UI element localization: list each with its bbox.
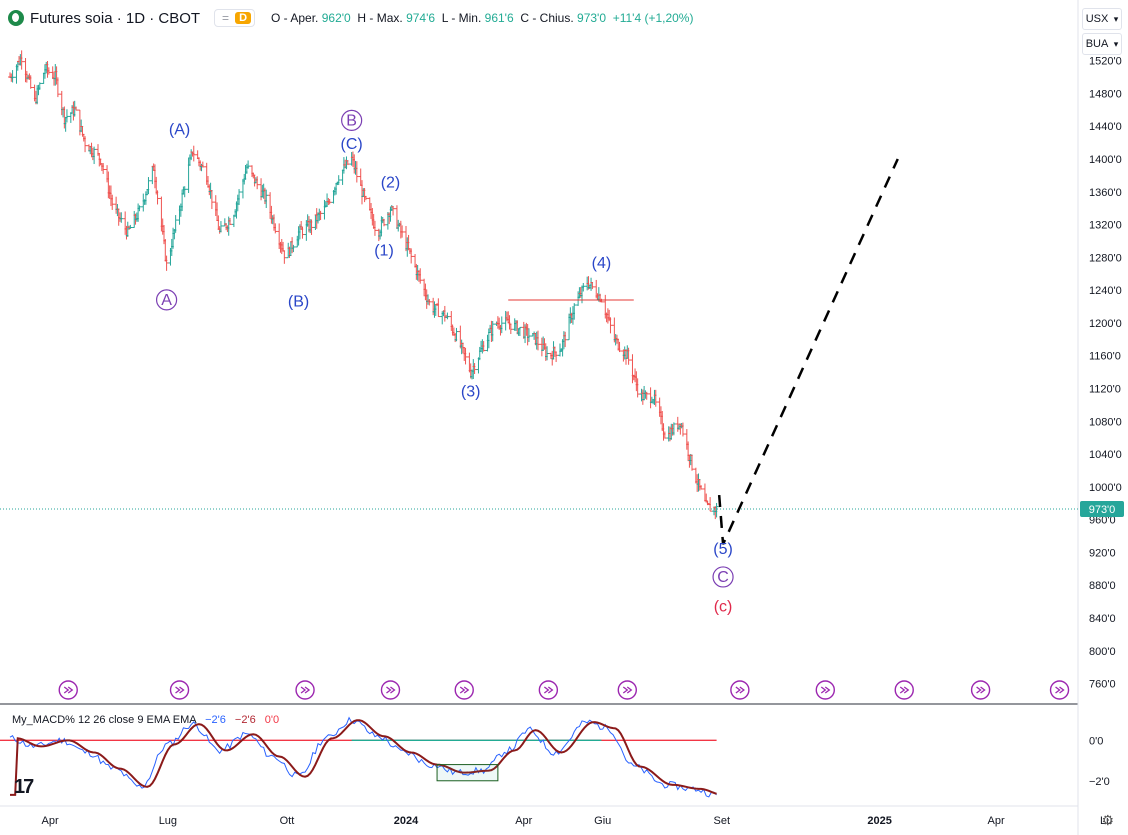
- wave-label[interactable]: (4): [592, 255, 612, 272]
- price-tick-label: 1000'0: [1089, 482, 1122, 494]
- close-value: 973'0: [577, 11, 607, 25]
- time-tick-label: Lu: [1100, 815, 1112, 827]
- wave-label-circle: [341, 109, 363, 131]
- gear-icon[interactable]: ⚙: [1101, 812, 1114, 828]
- price-tick-label: 1240'0: [1089, 285, 1122, 297]
- unit-label: BUA: [1085, 38, 1109, 50]
- ohlc-readout: O - Aper. 962'0 H - Max. 974'6 L - Min. …: [271, 11, 693, 25]
- macd-tick-label: −2'0: [1089, 776, 1110, 788]
- price-tick-label: 1200'0: [1089, 318, 1122, 330]
- fast-forward-icon: [735, 686, 745, 694]
- wave-label[interactable]: C: [717, 569, 729, 586]
- currency-button[interactable]: USX ▾: [1082, 8, 1122, 30]
- time-tick-label: 2024: [394, 815, 419, 827]
- fast-forward-icon: [899, 686, 910, 694]
- projection-path[interactable]: [717, 158, 899, 545]
- wave-label[interactable]: (c): [714, 598, 733, 615]
- ohlc-bars[interactable]: [8, 50, 719, 520]
- price-tick-label: 1120'0: [1089, 383, 1121, 395]
- time-tick-label: 2025: [867, 815, 891, 827]
- macd-value: −2'6: [205, 714, 226, 726]
- time-tick-label: Apr: [42, 815, 59, 827]
- wave-label[interactable]: (5): [713, 541, 733, 558]
- fast-forward-icon: [1055, 686, 1065, 694]
- change-value: +11'4 (+1,20%): [612, 11, 694, 25]
- signal-line: [10, 719, 717, 796]
- high-value: 974'6: [406, 11, 436, 25]
- macd-tick-label: 0'0: [1089, 735, 1103, 747]
- fast-forward-icon: [820, 686, 831, 694]
- fast-forward-icon: [300, 686, 311, 694]
- low-value: 961'6: [484, 11, 514, 25]
- fast-forward-icon: [459, 686, 470, 694]
- time-tick-label: Apr: [988, 815, 1005, 827]
- price-tick-label: 1440'0: [1089, 121, 1122, 133]
- macd-name: My_MACD%: [12, 714, 75, 726]
- price-tick-label: 1040'0: [1089, 449, 1122, 461]
- price-tick-label: 960'0: [1089, 515, 1116, 527]
- fast-forward-icon: [543, 686, 554, 694]
- fast-forward-icon: [622, 686, 633, 694]
- macd-legend[interactable]: My_MACD% 12 26 close 9 EMA EMA −2'6 −2'6…: [12, 714, 279, 726]
- low-label: L - Min.: [441, 11, 482, 25]
- price-tick-label: 800'0: [1089, 646, 1116, 658]
- price-tick-label: 1280'0: [1089, 252, 1122, 264]
- wave-label[interactable]: A: [161, 292, 172, 309]
- wave-label[interactable]: (2): [381, 175, 401, 192]
- soybean-logo-icon: [8, 10, 24, 26]
- open-value: 962'0: [321, 11, 351, 25]
- wave-label[interactable]: (A): [169, 121, 190, 138]
- price-tick-label: 1360'0: [1089, 187, 1122, 199]
- macd-line: [9, 716, 717, 798]
- price-tick-label: 1480'0: [1089, 88, 1122, 100]
- wave-label-circle: [712, 566, 734, 588]
- wave-label-circle: [155, 289, 178, 311]
- time-tick-label: Lug: [159, 815, 177, 827]
- compare-toggle[interactable]: = D: [214, 9, 256, 27]
- fast-forward-icon: [976, 686, 986, 694]
- hist-value: 0'0: [264, 714, 280, 726]
- last-price-label: 973'0: [1089, 504, 1116, 516]
- wave-label[interactable]: (1): [374, 243, 394, 260]
- fast-forward-icon: [386, 686, 396, 694]
- time-tick-label: Set: [714, 815, 731, 827]
- chevron-down-icon: ▾: [1113, 13, 1119, 24]
- price-tick-label: 1080'0: [1089, 416, 1122, 428]
- price-tick-label: 840'0: [1089, 613, 1116, 625]
- symbol-title[interactable]: Futures soia · 1D · CBOT: [30, 9, 201, 27]
- price-tick-label: 880'0: [1089, 580, 1116, 592]
- high-label: H - Max.: [357, 11, 403, 25]
- unit-button[interactable]: BUA ▾: [1082, 33, 1122, 55]
- fast-forward-icon: [63, 686, 74, 694]
- price-tick-label: 1520'0: [1089, 56, 1122, 68]
- currency-label: USX: [1085, 13, 1109, 25]
- time-tick-label: Giu: [594, 815, 611, 827]
- macd-params: 12 26 close 9 EMA EMA: [78, 714, 197, 726]
- wave-label[interactable]: (B): [288, 294, 309, 311]
- tradingview-logo-icon[interactable]: 17: [14, 776, 34, 798]
- wave-label[interactable]: B: [346, 112, 357, 129]
- price-tick-label: 920'0: [1089, 547, 1116, 559]
- macd-annotation-box[interactable]: [436, 764, 499, 782]
- price-tick-label: 1400'0: [1089, 154, 1122, 166]
- wave-label[interactable]: (3): [461, 384, 481, 401]
- last-price-badge: [1080, 500, 1124, 517]
- signal-value: −2'6: [234, 714, 256, 726]
- time-tick-label: Apr: [515, 815, 532, 827]
- symbol-header: Futures soia · 1D · CBOT = D O - Aper. 9…: [8, 6, 693, 30]
- chevron-down-icon: ▾: [1113, 38, 1119, 49]
- price-tick-label: 1160'0: [1089, 351, 1121, 363]
- data-badge: D: [235, 12, 252, 24]
- open-label: O - Aper.: [271, 11, 319, 25]
- close-label: C - Chius.: [520, 11, 574, 25]
- price-tick-label: 1320'0: [1089, 220, 1122, 232]
- equal-sign-icon: =: [222, 11, 230, 25]
- fast-forward-icon: [175, 686, 185, 694]
- wave-label[interactable]: (C): [341, 136, 363, 153]
- price-tick-label: 760'0: [1089, 679, 1116, 691]
- time-tick-label: Ott: [280, 815, 295, 827]
